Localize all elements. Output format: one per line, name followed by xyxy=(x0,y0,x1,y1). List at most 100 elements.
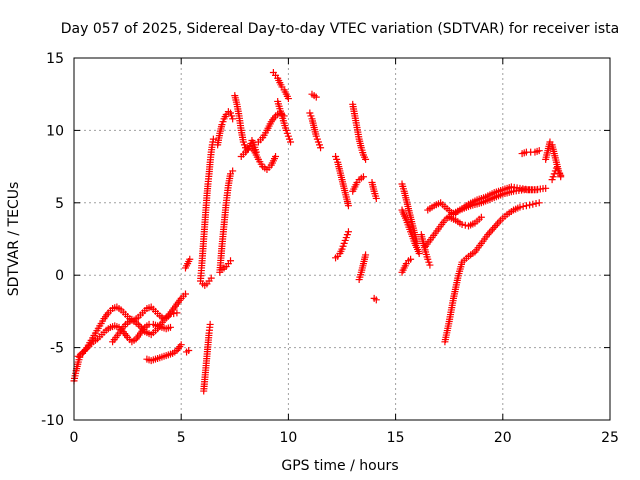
grid-lines xyxy=(74,58,610,420)
data-point xyxy=(372,296,380,304)
data-point xyxy=(344,228,352,236)
series-track-5 xyxy=(181,255,194,272)
series-track-35 xyxy=(518,147,543,158)
data-point xyxy=(493,220,501,228)
series-track-19 xyxy=(306,109,325,152)
series-track-4 xyxy=(143,341,185,365)
series-track-33 xyxy=(441,199,543,346)
data-point xyxy=(407,255,415,263)
series-track-37 xyxy=(548,164,565,184)
data-point xyxy=(362,251,370,259)
data-point xyxy=(359,173,367,181)
x-tick-label: 0 xyxy=(70,430,79,446)
series-track-18 xyxy=(308,90,320,101)
data-point xyxy=(229,167,237,175)
data-point xyxy=(557,171,565,179)
series-track-26 xyxy=(370,294,380,304)
data-point xyxy=(495,218,503,226)
series-track-32 xyxy=(424,183,541,218)
data-marks xyxy=(70,68,565,395)
data-point xyxy=(312,93,320,101)
data-point xyxy=(166,310,174,318)
data-point xyxy=(284,95,292,103)
series-track-3 xyxy=(109,309,181,346)
chart-title: Day 057 of 2025, Sidereal Day-to-day VTE… xyxy=(61,21,619,37)
y-tick-label: 10 xyxy=(46,123,64,139)
series-track-10 xyxy=(214,108,237,149)
data-point xyxy=(207,274,215,282)
series-track-12 xyxy=(218,257,235,273)
series-track-22 xyxy=(349,100,370,163)
data-point xyxy=(542,184,550,192)
series-track-21 xyxy=(332,228,352,262)
data-point xyxy=(227,257,235,265)
data-point xyxy=(362,155,370,163)
series-track-17 xyxy=(274,97,295,146)
plot-frame xyxy=(73,57,611,421)
series-track-25 xyxy=(368,179,380,202)
data-point xyxy=(458,221,466,229)
x-tick-label: 20 xyxy=(494,430,512,446)
data-point xyxy=(516,203,524,211)
y-tick-label: -10 xyxy=(41,413,64,429)
series-track-23 xyxy=(349,173,367,195)
data-point xyxy=(229,115,237,123)
series-track-8 xyxy=(196,135,217,285)
data-point xyxy=(526,201,534,209)
x-tick-label: 10 xyxy=(279,430,297,446)
data-point xyxy=(185,346,193,354)
series-track-2 xyxy=(74,290,189,360)
data-point xyxy=(489,225,497,233)
data-point xyxy=(477,213,485,221)
data-point xyxy=(415,249,423,257)
y-tick-label: 5 xyxy=(55,196,64,212)
x-tick-label: 5 xyxy=(177,430,186,446)
data-point xyxy=(519,202,527,210)
data-point xyxy=(287,138,295,146)
series-track-16 xyxy=(269,68,292,103)
x-tick-label: 25 xyxy=(601,430,619,446)
y-axis-label: SDTVAR / TECUs xyxy=(6,182,22,297)
y-tick-label: 0 xyxy=(55,268,64,284)
axis-ticks: 0 5 10 15 20 25 -10 -5 0 5 10 15 xyxy=(41,51,619,446)
series-track-6 xyxy=(183,346,193,356)
series-track-29 xyxy=(398,255,415,276)
data-point xyxy=(166,323,174,331)
y-tick-label: -5 xyxy=(50,341,64,357)
data-point xyxy=(209,135,217,143)
series-track-20 xyxy=(332,152,352,210)
data-point xyxy=(532,200,540,208)
data-point xyxy=(372,194,380,202)
data-point xyxy=(186,255,194,263)
x-tick-label: 15 xyxy=(387,430,405,446)
data-point xyxy=(535,199,543,207)
data-point xyxy=(485,229,493,237)
series-track-13 xyxy=(231,92,260,156)
data-point xyxy=(272,152,280,160)
data-point xyxy=(170,310,178,318)
data-point xyxy=(426,261,434,269)
data-point xyxy=(490,223,498,231)
y-tick-label: 15 xyxy=(46,51,64,67)
series-track-9 xyxy=(199,274,215,289)
series-track-14 xyxy=(237,142,280,173)
data-point xyxy=(492,222,500,230)
data-point xyxy=(317,144,325,152)
series-track-28 xyxy=(398,206,423,257)
data-point xyxy=(522,202,530,210)
data-point xyxy=(529,200,537,208)
data-point xyxy=(206,320,214,328)
data-point xyxy=(535,147,543,155)
data-point xyxy=(344,202,352,210)
series-track-7 xyxy=(200,320,214,395)
data-point xyxy=(533,186,541,194)
data-point xyxy=(173,309,181,317)
series-track-11 xyxy=(216,167,237,276)
x-axis-label: GPS time / hours xyxy=(281,458,398,474)
data-point xyxy=(181,290,189,298)
data-point xyxy=(487,227,495,235)
series-track-34 xyxy=(445,213,485,230)
series-track-24 xyxy=(355,251,370,284)
data-point xyxy=(177,341,185,349)
